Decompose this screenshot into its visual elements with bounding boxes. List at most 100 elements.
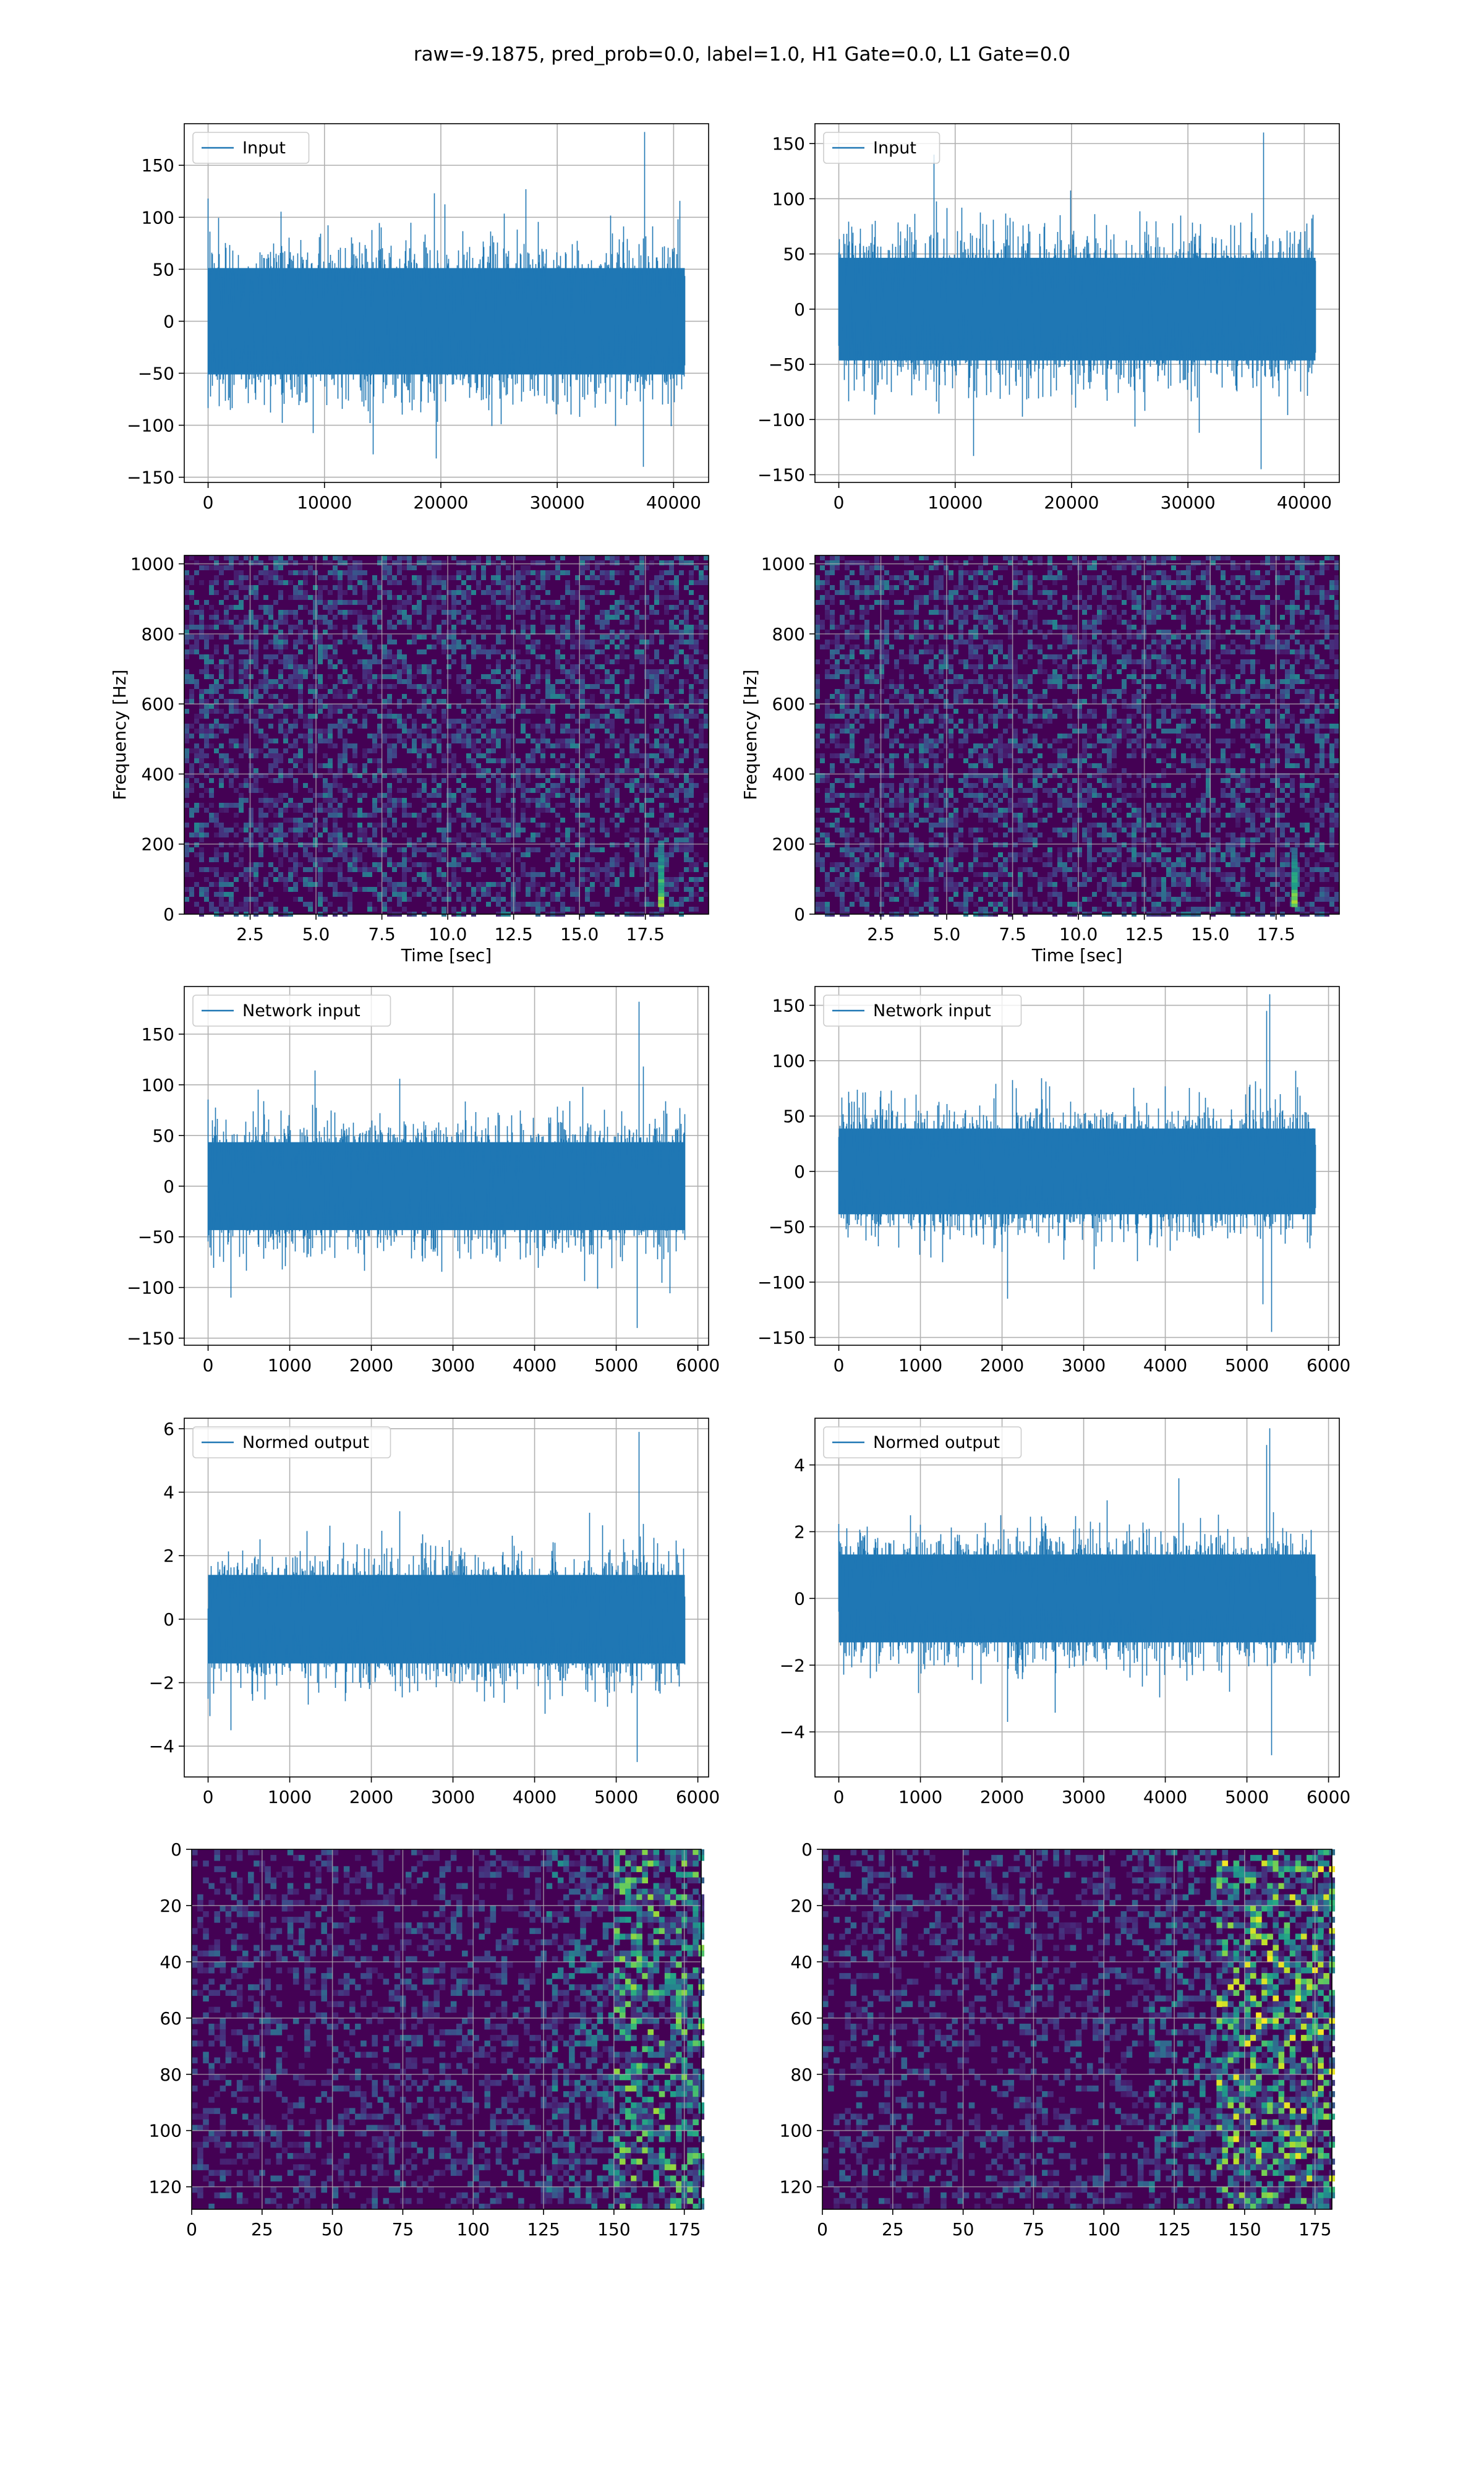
spectrogram-left-cell [229,872,234,877]
spectrogram-left-cell [516,773,521,778]
spectrogram-left-cell [278,877,283,882]
spectrogram-left-cell [333,709,338,714]
spectrogram-left-cell [254,768,258,773]
spectrogram-left-cell [199,729,204,734]
spectrogram-left-cell [273,823,278,828]
spectrogram-left-cell [244,748,249,753]
spectrogram-left-cell [333,640,338,644]
spectrogram-left-cell [199,837,204,842]
spectrogram-left-cell [545,778,550,783]
spectrogram-left-cell [476,882,481,887]
spectrogram-left-cell [634,644,639,649]
spectrogram-left-cell [531,649,535,654]
spectrogram-left-cell [333,644,338,649]
spectrogram-left-cell [184,783,189,788]
spectrogram-left-cell [407,699,412,704]
spectrogram-left-cell [555,640,560,644]
spectrogram-right-cell [1221,605,1226,610]
spectrogram-left-cell [303,842,308,847]
spectrogram-left-cell [219,565,224,570]
spectrogram-left-cell [689,630,694,635]
spectrogram-left-cell [610,610,615,615]
spectrogram-left-cell [684,719,689,724]
spectrogram-left-cell [506,605,511,610]
spectrogram-left-cell [348,902,352,907]
spectrogram-left-cell [471,813,476,818]
spectrogram-left-cell [501,694,506,699]
spectrogram-left-cell [654,595,659,600]
spectrogram-left-cell [456,897,461,902]
spectrogram-left-cell [229,828,234,833]
spectrogram-left-cell [580,714,585,719]
spectrogram-left-cell [466,897,471,902]
spectrogram-right-cell [1047,555,1052,560]
spectrogram-left-cell [689,803,694,808]
spectrogram-left-cell [585,664,590,669]
spectrogram-left-cell [382,590,387,595]
spectrogram-right-cell [958,595,963,600]
spectrogram-right-cell [1181,625,1186,630]
spectrogram-left-cell [313,729,318,734]
spectrogram-right-cell [1211,640,1216,644]
spectrogram-left-cell [590,847,595,852]
spectrogram-left-cell [397,580,402,585]
spectrogram-left-cell [451,872,456,877]
spectrogram-left-cell [575,743,580,748]
spectrogram-left-cell [422,625,427,630]
spectrogram-left-cell [273,852,278,857]
spectrogram-left-cell [323,778,328,783]
spectrogram-left-cell [194,635,199,640]
spectrogram-left-cell [209,803,214,808]
spectrogram-left-cell [600,640,605,644]
spectrogram-right-cell [953,649,958,654]
spectrogram-left-cell [432,595,437,600]
spectrogram-right-cell [909,635,914,640]
spectrogram-right-cell [1290,620,1295,625]
spectrogram-left-cell [397,605,402,610]
spectrogram-left-cell [214,575,219,580]
spectrogram-right-cell [1270,644,1275,649]
spectrogram-left-cell [461,793,466,798]
spectrogram-left-cell [595,575,600,580]
spectrogram-right-cell [1023,555,1028,560]
spectrogram-left-cell [615,709,620,714]
spectrogram-left-cell [639,575,644,580]
spectrogram-right-cell [934,605,939,610]
spectrogram-left-cell [229,758,234,763]
spectrogram-left-cell [634,778,639,783]
spectrogram-left-cell [699,803,704,808]
spectrogram-left-cell [258,615,263,620]
spectrogram-left-cell [189,773,194,778]
spectrogram-left-cell [258,813,263,818]
spectrogram-right-cell [1028,610,1033,615]
spectrogram-right-cell [815,630,820,635]
spectrogram-left-cell [496,640,501,644]
spectrogram-left-cell [496,867,501,872]
spectrogram-left-cell [367,887,372,892]
spectrogram-left-cell [644,902,649,907]
spectrogram-right-cell [850,595,855,600]
spectrogram-left-cell [615,823,620,828]
spectrogram-left-cell [689,892,694,897]
spectrogram-left-cell [387,887,392,892]
spectrogram-left-cell [184,585,189,590]
spectrogram-right-cell [1077,580,1082,585]
spectrogram-left-cell [496,852,501,857]
spectrogram-left-cell [254,867,258,872]
spectrogram-left-cell [654,555,659,560]
spectrogram-left-hotspot-cell [658,868,665,873]
spectrogram-left-cell [560,778,565,783]
spectrogram-right-cell [884,635,889,640]
spectrogram-left-cell [441,753,446,758]
spectrogram-left-cell [610,862,615,867]
spectrogram-left-cell [412,842,417,847]
spectrogram-left-cell [595,743,600,748]
spectrogram-right-cell [1107,640,1112,644]
spectrogram-left-cell [397,704,402,709]
spectrogram-right-cell [1008,630,1013,635]
spectrogram-left-cell [526,659,531,664]
spectrogram-left-cell [545,788,550,793]
spectrogram-left-cell [629,872,634,877]
spectrogram-left-cell [560,842,565,847]
spectrogram-left-cell [590,595,595,600]
